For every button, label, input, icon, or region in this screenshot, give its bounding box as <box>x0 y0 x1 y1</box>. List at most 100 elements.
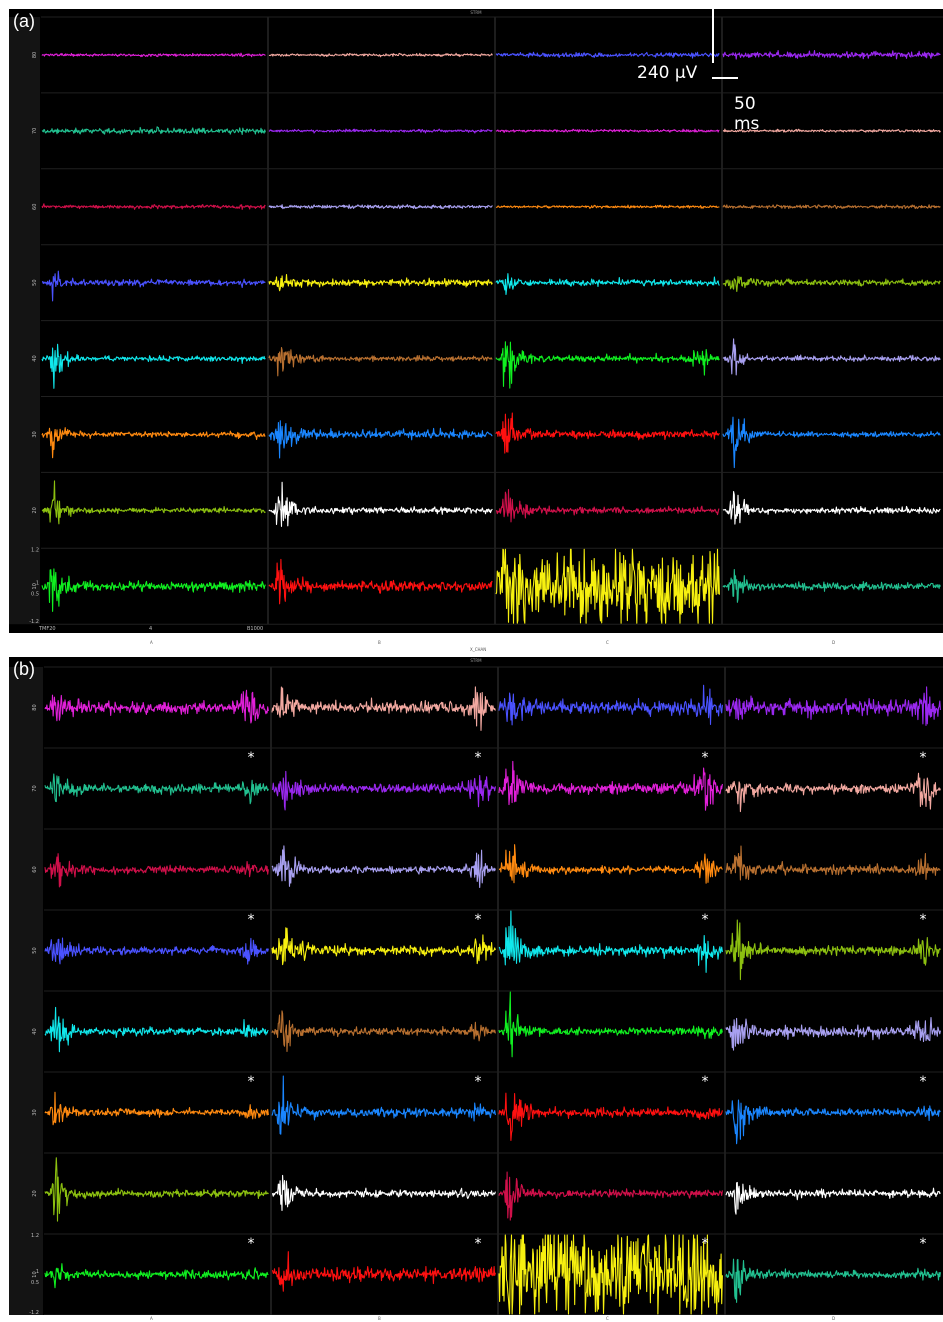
panel-b-stimulus-marker: * <box>920 912 927 928</box>
panel-b-col-label-b: B <box>378 1316 381 1321</box>
scale-bar-vertical <box>712 9 714 63</box>
panel-b-stimulus-marker: * <box>475 1236 482 1252</box>
panel-b-stimulus-marker: * <box>475 750 482 766</box>
panel-b-stimulus-marker: * <box>475 912 482 928</box>
panel-b-trace-r4-d <box>725 919 941 981</box>
panel-b-trace-r3-a <box>44 853 269 888</box>
panel-b-row-label: 80 <box>32 704 38 710</box>
panel-a-y-tick: 0.5 <box>31 591 39 597</box>
panel-b-trace-r5-b <box>271 1010 496 1053</box>
panel-b-trace-r2-a <box>44 773 269 805</box>
panel-a-trace-r7-a <box>41 480 266 525</box>
panel-b-header-text: STRM <box>470 658 482 663</box>
panel-b-row-label: 10 <box>32 1271 38 1277</box>
panel-b-label: (b) <box>13 659 35 679</box>
panel-b-grid <box>44 666 943 1315</box>
panel-a-trace-r5-b <box>268 346 493 377</box>
panel-a-y-tick: -1.2 <box>29 619 39 625</box>
panel-a-trace-r2-b <box>268 128 493 134</box>
panel-a-y-tick: 1 <box>36 581 39 587</box>
panel-b-trace-r7-c <box>498 1171 723 1221</box>
panel-a-corner-label: TMF20 <box>38 626 56 632</box>
panel-a-trace-r6-d <box>722 416 941 469</box>
scale-bar: 240 µV 50 ms <box>623 9 783 134</box>
panel-a-trace-r1-d <box>722 49 941 60</box>
panel-b-row-label: 50 <box>32 947 38 953</box>
panel-b-stimulus-marker: * <box>920 1236 927 1252</box>
panel-a-col-label-c: C <box>606 640 609 645</box>
panel-a-col-label-d: D <box>832 640 836 645</box>
panel-b-stimulus-marker: * <box>248 1074 255 1090</box>
panel-a-trace-r3-a <box>41 203 266 210</box>
panel-b-y-axis-strip <box>9 667 43 1315</box>
panel-a-trace-r1-a <box>41 52 266 58</box>
panel-a-header-text: STRM <box>470 10 482 15</box>
panel-a-row-label: 60 <box>32 204 38 210</box>
panel-b-stimulus-marker: * <box>702 1236 709 1252</box>
panel-b-trace-r7-b <box>272 1174 496 1212</box>
panel-a-trace-r4-c <box>495 273 720 296</box>
panel-b-y-tick: -1.2 <box>29 1310 39 1315</box>
scale-bar-time-label: 50 ms <box>734 94 760 134</box>
panel-b-trace-r1-d <box>725 686 941 726</box>
panel-a-trace-r6-b <box>268 420 493 459</box>
panel-a-trace-r3-c <box>495 204 720 209</box>
panel-b-stimulus-marker: * <box>920 750 927 766</box>
panel-b-stimulus-marker: * <box>248 1236 255 1252</box>
scale-bar-amplitude-label: 240 µV <box>637 63 698 83</box>
panel-a-trace-r2-c <box>495 128 720 134</box>
panel-a-trace-r5-d <box>722 338 941 376</box>
panel-b-col-label-a: A <box>150 1316 153 1321</box>
panel-a-trace-r3-d <box>722 204 941 210</box>
panel-a-trace-r8-a <box>41 568 266 612</box>
panel-b-stimulus-marker: * <box>920 1074 927 1090</box>
panel-b-trace-r1-b <box>271 686 496 731</box>
panel-b-trace-r7-a <box>44 1157 269 1222</box>
scale-bar-horizontal <box>712 77 738 79</box>
panel-a-col-label-a: A <box>150 640 153 645</box>
panel-b-trace-r1-c <box>498 684 723 726</box>
panel-a-row-label: 40 <box>32 355 38 361</box>
panel-b-trace-r4-c <box>498 910 723 973</box>
panel-b-row-label: 20 <box>32 1190 38 1196</box>
panel-b-stimulus-marker: * <box>248 750 255 766</box>
panel-a-trace-r6-c <box>495 412 720 454</box>
panel-b-trace-r2-c <box>498 760 723 811</box>
panel-a-row-label: 50 <box>32 279 38 285</box>
panel-a-trace-r8-d <box>722 569 941 603</box>
panel-b-trace-r6-b <box>271 1075 496 1135</box>
panel-b-trace-r6-c <box>498 1092 723 1141</box>
panel-b-row-label: 30 <box>32 1109 38 1115</box>
panel-b-trace-r3-c <box>498 844 723 884</box>
panel-b-stimulus-marker: * <box>702 1074 709 1090</box>
panel-a-trace-r2-a <box>41 126 266 136</box>
panel-b-plot: 80 70 60 50 40 30 20 10 1.2 1 0.5 -1.2 * * * * * * * * * * * * *… <box>9 666 943 1315</box>
panel-b-stimulus-marker: * <box>702 750 709 766</box>
panel-b-trace-r5-d <box>725 1016 941 1051</box>
panel-b-stimulus-marker: * <box>702 912 709 928</box>
panel-b-trace-r6-d <box>725 1099 941 1145</box>
panel-a-trace-r3-b <box>268 204 493 210</box>
panel-a-row-label: 30 <box>32 431 38 437</box>
panel-b-col-label-d: D <box>832 1316 836 1321</box>
panel-b-row-label: 60 <box>32 866 38 872</box>
panel-b-trace-r8-d <box>725 1258 941 1303</box>
panel-a-trace-r8-b <box>268 558 493 605</box>
panel-b-trace-r3-d <box>725 845 941 881</box>
panel-a-col-label-b: B <box>378 640 381 645</box>
panel-a-corner-label: 4 <box>149 626 152 632</box>
panel-a-trace-r4-a <box>41 270 266 302</box>
panel-b-row-label: 40 <box>32 1028 38 1034</box>
panel-a-corner-label: B1000 <box>247 626 263 632</box>
panel-a-trace-r7-c <box>495 489 720 523</box>
panel-b-stimulus-marker: * <box>248 912 255 928</box>
panel-a-row-label: 70 <box>32 128 38 134</box>
panel-a-row-label: 80 <box>32 52 38 58</box>
panel-a-trace-r4-d <box>722 275 941 292</box>
panel-b-stimulus-marker: * <box>475 1074 482 1090</box>
panel-b: STRM (b) 80 70 60 50 40 30 20 10 1.2 1 0.5 -1.2 * * * *… <box>9 657 943 1315</box>
panel-a-trace-r1-b <box>268 52 493 58</box>
panel-a-trace-r8-c <box>495 548 720 624</box>
panel-b-y-tick: 1 <box>36 1269 39 1275</box>
